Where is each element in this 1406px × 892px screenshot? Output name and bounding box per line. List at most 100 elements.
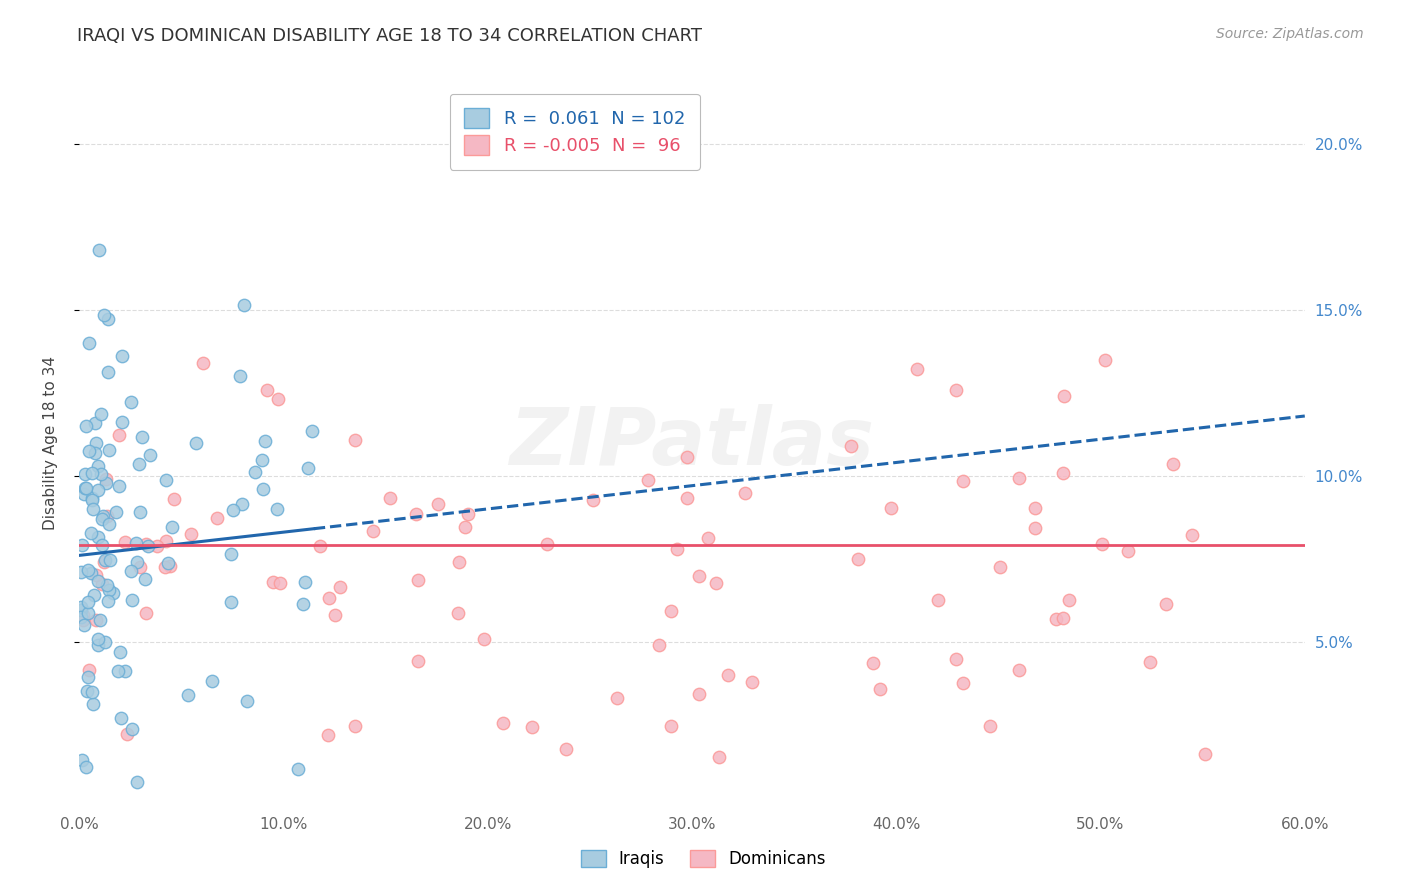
Point xyxy=(688,569,710,583)
Point xyxy=(472,632,495,647)
Point xyxy=(1045,612,1067,626)
Point xyxy=(70,610,93,624)
Point xyxy=(90,467,112,481)
Point xyxy=(707,749,730,764)
Point xyxy=(131,430,153,444)
Point xyxy=(979,719,1001,733)
Point xyxy=(162,520,184,534)
Point xyxy=(927,593,949,607)
Point xyxy=(1156,597,1178,611)
Text: ZIPatlas: ZIPatlas xyxy=(509,403,875,482)
Point xyxy=(75,482,97,496)
Point xyxy=(121,723,143,737)
Y-axis label: Disability Age 18 to 34: Disability Age 18 to 34 xyxy=(44,356,58,530)
Point xyxy=(1052,467,1074,481)
Point xyxy=(1024,501,1046,516)
Point xyxy=(741,674,763,689)
Point xyxy=(75,467,97,482)
Point xyxy=(98,553,121,567)
Point xyxy=(688,687,710,701)
Point xyxy=(155,534,177,549)
Point xyxy=(344,719,367,733)
Point xyxy=(75,759,97,773)
Point xyxy=(1094,352,1116,367)
Point xyxy=(84,446,107,460)
Point xyxy=(582,492,605,507)
Point xyxy=(91,538,114,552)
Point xyxy=(94,476,117,491)
Point xyxy=(128,457,150,471)
Point xyxy=(91,508,114,523)
Point xyxy=(139,448,162,462)
Point xyxy=(75,481,97,495)
Point xyxy=(120,395,142,409)
Point xyxy=(250,453,273,467)
Point xyxy=(309,539,332,553)
Point xyxy=(97,443,120,458)
Point xyxy=(676,491,699,506)
Point xyxy=(704,575,727,590)
Point xyxy=(159,558,181,573)
Point xyxy=(447,606,470,620)
Point xyxy=(87,244,110,258)
Point xyxy=(297,461,319,475)
Point xyxy=(125,774,148,789)
Point xyxy=(77,335,100,350)
Point xyxy=(1057,592,1080,607)
Point xyxy=(82,502,104,516)
Point xyxy=(87,483,110,497)
Point xyxy=(70,753,93,767)
Point xyxy=(990,559,1012,574)
Point xyxy=(72,607,94,622)
Point xyxy=(135,537,157,551)
Point xyxy=(82,491,104,505)
Point xyxy=(111,415,134,429)
Point xyxy=(254,434,277,448)
Point xyxy=(128,560,150,574)
Point xyxy=(114,665,136,679)
Point xyxy=(457,507,479,521)
Point xyxy=(76,684,98,698)
Point xyxy=(177,688,200,702)
Point xyxy=(115,727,138,741)
Point xyxy=(125,555,148,569)
Point xyxy=(205,511,228,525)
Point xyxy=(70,565,93,579)
Point xyxy=(82,697,104,711)
Point xyxy=(380,491,402,506)
Point xyxy=(406,654,429,668)
Point xyxy=(659,719,682,733)
Point xyxy=(96,508,118,523)
Point xyxy=(862,656,884,670)
Point xyxy=(180,527,202,541)
Point xyxy=(267,392,290,406)
Point xyxy=(637,473,659,487)
Point xyxy=(945,384,967,398)
Point xyxy=(72,538,94,552)
Point xyxy=(449,555,471,569)
Point xyxy=(266,501,288,516)
Point xyxy=(520,719,543,733)
Point xyxy=(427,497,450,511)
Point xyxy=(103,586,125,600)
Point xyxy=(77,670,100,684)
Point xyxy=(1008,471,1031,485)
Point xyxy=(87,632,110,647)
Point xyxy=(76,607,98,621)
Point xyxy=(661,604,683,618)
Point xyxy=(120,564,142,578)
Point xyxy=(75,418,97,433)
Point xyxy=(134,572,156,586)
Point xyxy=(1161,457,1184,471)
Point xyxy=(91,577,114,591)
Point xyxy=(221,595,243,609)
Point xyxy=(717,667,740,681)
Point xyxy=(1139,655,1161,669)
Point xyxy=(839,439,862,453)
Point xyxy=(93,635,115,649)
Point xyxy=(89,614,111,628)
Point xyxy=(94,553,117,567)
Text: Source: ZipAtlas.com: Source: ZipAtlas.com xyxy=(1216,27,1364,41)
Point xyxy=(287,762,309,776)
Point xyxy=(79,663,101,677)
